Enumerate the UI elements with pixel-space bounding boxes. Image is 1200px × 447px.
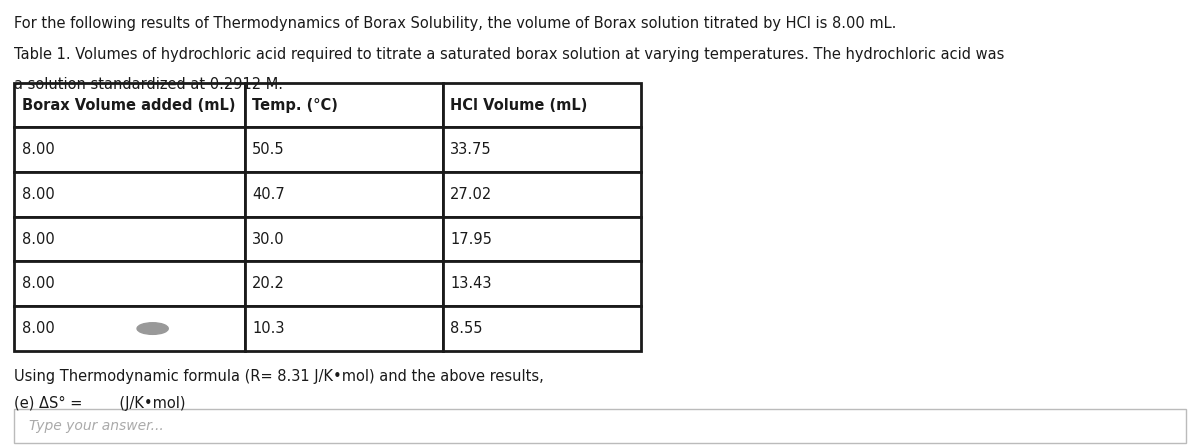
Text: 40.7: 40.7	[252, 187, 284, 202]
Text: 8.00: 8.00	[22, 321, 54, 336]
Text: 27.02: 27.02	[450, 187, 492, 202]
Text: Table 1. Volumes of hydrochloric acid required to titrate a saturated borax solu: Table 1. Volumes of hydrochloric acid re…	[14, 47, 1004, 62]
Text: Temp. (°C): Temp. (°C)	[252, 97, 338, 113]
Text: 8.00: 8.00	[22, 232, 54, 247]
Text: 50.5: 50.5	[252, 142, 284, 157]
Text: a solution standardized at 0.2912 M.: a solution standardized at 0.2912 M.	[14, 77, 283, 92]
Text: 8.00: 8.00	[22, 142, 54, 157]
Text: 13.43: 13.43	[450, 276, 492, 291]
Text: 20.2: 20.2	[252, 276, 284, 291]
Text: 8.55: 8.55	[450, 321, 482, 336]
Text: For the following results of Thermodynamics of Borax Solubility, the volume of B: For the following results of Thermodynam…	[14, 16, 896, 31]
Text: 33.75: 33.75	[450, 142, 492, 157]
Text: 10.3: 10.3	[252, 321, 284, 336]
Text: Borax Volume added (mL): Borax Volume added (mL)	[22, 97, 235, 113]
Text: (e) ΔS° =        (J/K•mol): (e) ΔS° = (J/K•mol)	[14, 396, 186, 411]
Text: 17.95: 17.95	[450, 232, 492, 247]
Text: 8.00: 8.00	[22, 276, 54, 291]
Text: Type your answer...: Type your answer...	[29, 419, 163, 433]
Text: HCl Volume (mL): HCl Volume (mL)	[450, 97, 587, 113]
Text: 8.00: 8.00	[22, 187, 54, 202]
Text: Using Thermodynamic formula (R= 8.31 J/K•mol) and the above results,: Using Thermodynamic formula (R= 8.31 J/K…	[14, 369, 544, 384]
Text: 30.0: 30.0	[252, 232, 284, 247]
